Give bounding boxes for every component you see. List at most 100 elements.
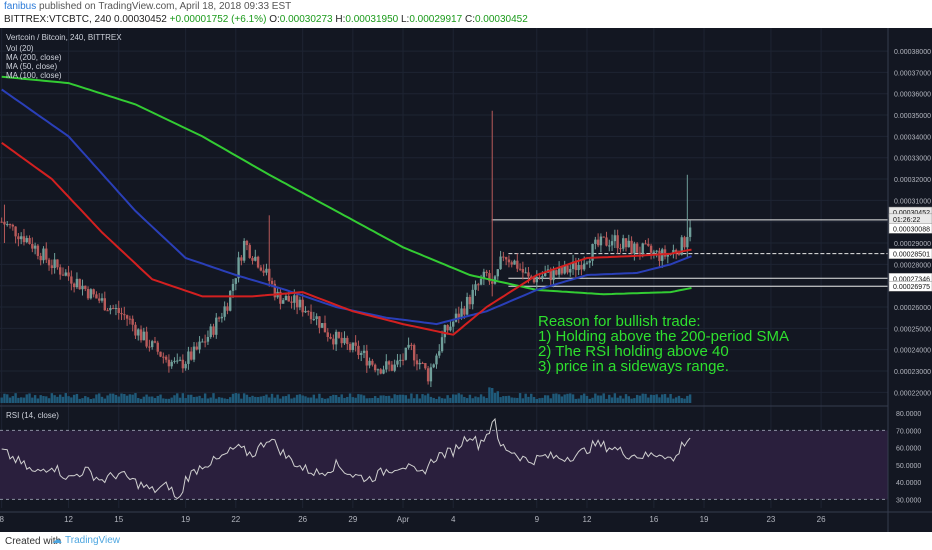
volume-bar: [616, 397, 619, 403]
candle-body: [265, 268, 268, 273]
horizontal-levels[interactable]: [491, 219, 888, 287]
open-value: 0.00030273: [279, 14, 333, 25]
candle-body: [393, 364, 396, 371]
candle-body: [362, 350, 366, 353]
candle-body: [371, 360, 374, 365]
candle-body: [552, 270, 555, 281]
volume-bar: [360, 394, 363, 403]
price-tick-label: 0.00038000: [894, 49, 931, 56]
volume-bar: [647, 397, 650, 403]
candle-body: [465, 296, 469, 315]
candle-body: [619, 248, 622, 250]
candle-body: [223, 306, 226, 317]
volume-bar: [608, 394, 611, 403]
price-tick-label: 0.00036000: [894, 92, 931, 99]
volume-bar: [460, 394, 463, 403]
candle-body: [683, 237, 686, 248]
candle-body: [688, 227, 692, 237]
time-tick-label: 19: [181, 515, 190, 524]
volume-bar: [622, 398, 625, 403]
candle-body: [137, 329, 140, 336]
volume-bar: [145, 394, 148, 403]
candle-body: [624, 238, 628, 248]
candle-body: [463, 308, 466, 315]
chart-area[interactable]: 0.00038000 0.00037000 0.00036000 0.00035000…: [0, 28, 932, 532]
price-tick-label: 0.00025000: [894, 326, 931, 333]
volume-bar: [223, 398, 226, 403]
volume-bar: [106, 395, 109, 403]
candle-body: [61, 274, 65, 276]
candle-body: [535, 276, 539, 283]
candle-body: [50, 265, 54, 269]
candle-body: [655, 250, 658, 252]
candle-body: [19, 236, 23, 240]
volume-bar: [680, 398, 683, 403]
price-change: +0.00001752 (+6.1%): [169, 14, 267, 25]
volume-bar: [150, 396, 154, 403]
volume-bar: [371, 398, 374, 403]
volume-bar: [683, 398, 686, 403]
candle-body: [504, 257, 508, 260]
candle-body: [622, 238, 625, 249]
volume-bar: [100, 396, 104, 403]
annotation-line-3: 2) The RSI holding above 40: [538, 343, 729, 360]
author-link[interactable]: fanibus: [4, 1, 37, 12]
volume-bar: [602, 393, 605, 403]
volume-bar: [128, 394, 132, 403]
candle-body: [580, 265, 583, 270]
volume-bar: [504, 396, 508, 403]
price-tick-label: 0.00029000: [894, 241, 931, 248]
candle-body: [167, 359, 171, 367]
candle-body: [440, 337, 444, 352]
candle-body: [616, 235, 619, 249]
volume-bar: [527, 396, 530, 403]
volume-bar: [212, 393, 215, 403]
tradingview-logo[interactable]: ☁ TradingView: [52, 535, 123, 546]
volume-bar: [139, 398, 143, 403]
volume-bar: [438, 396, 441, 403]
candle-body: [410, 344, 413, 346]
candle-body: [0, 221, 3, 223]
volume-bar: [332, 394, 335, 403]
volume-bar: [518, 393, 522, 403]
candle-body: [190, 351, 193, 360]
volume-bar: [304, 396, 307, 403]
last-price: 0.00030452: [114, 14, 167, 25]
volume-bar: [226, 398, 229, 403]
candle-body: [666, 254, 670, 257]
candle-body: [677, 252, 681, 255]
volume-bar: [635, 394, 639, 403]
volume-bar: [256, 397, 260, 403]
candle-body: [209, 326, 212, 337]
candle-body: [672, 249, 675, 254]
candle-body: [346, 337, 349, 345]
candle-body: [42, 248, 45, 261]
candle-body: [92, 289, 95, 295]
candle-body: [318, 316, 321, 328]
volume-bar: [666, 397, 670, 403]
candle-body: [382, 369, 385, 374]
candle-body: [259, 267, 263, 271]
candle-body: [75, 278, 79, 288]
volume-bar: [6, 394, 9, 403]
volume-bar: [201, 398, 204, 403]
volume-bar: [465, 398, 469, 403]
candle-body: [39, 255, 42, 261]
candle-body: [273, 283, 277, 298]
candle-body: [399, 359, 402, 361]
volume-bar: [320, 397, 324, 403]
volume-bar: [346, 396, 349, 403]
candle-body: [139, 329, 143, 341]
candle-body: [178, 359, 182, 361]
volume-bar: [638, 395, 642, 403]
price-chart-svg[interactable]: 0.00038000 0.00037000 0.00036000 0.00035000…: [0, 28, 932, 532]
volume-bar: [25, 394, 28, 403]
candle-body: [164, 356, 168, 360]
price-tick-label: 0.00022000: [894, 390, 931, 397]
volume-bar: [596, 395, 600, 403]
price-tick-label: 0.00037000: [894, 70, 931, 77]
volume-bar: [293, 397, 296, 403]
candle-body: [212, 326, 215, 335]
volume-bar: [348, 393, 352, 403]
volume-bar: [78, 398, 81, 403]
